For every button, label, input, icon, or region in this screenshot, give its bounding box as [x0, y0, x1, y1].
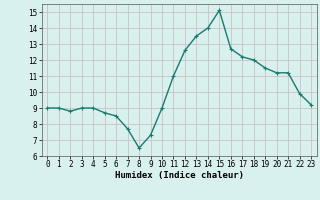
X-axis label: Humidex (Indice chaleur): Humidex (Indice chaleur) — [115, 171, 244, 180]
